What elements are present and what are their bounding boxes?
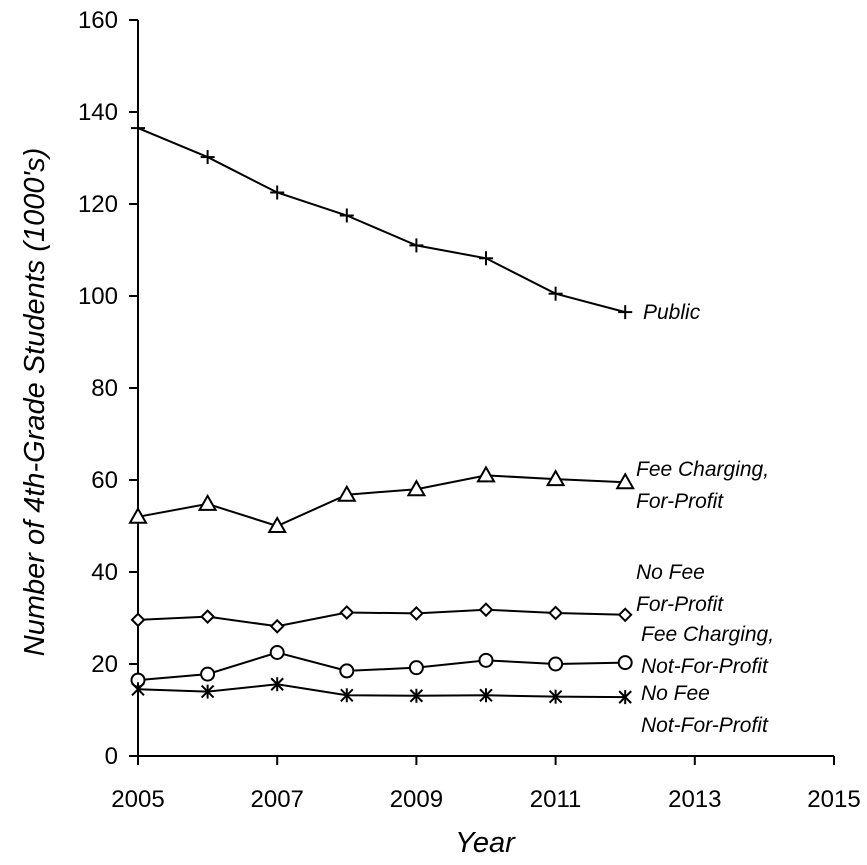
asterisk-marker xyxy=(548,689,563,704)
y-tick-label: 140 xyxy=(78,99,118,126)
plus-marker xyxy=(270,185,285,200)
circle-marker xyxy=(339,663,355,679)
series-line-3 xyxy=(137,651,626,682)
diamond-marker xyxy=(548,605,564,621)
x-tick-label: 2005 xyxy=(111,786,164,813)
series-line-0 xyxy=(137,127,626,314)
triangle-marker xyxy=(406,479,427,497)
y-tick-label: 40 xyxy=(91,559,118,586)
plus-marker xyxy=(479,251,493,266)
series-label-3: Fee Charging, Not-For-Profit xyxy=(641,623,774,678)
triangle-marker xyxy=(267,515,287,533)
asterisk-marker xyxy=(340,688,354,703)
y-tick-label: 160 xyxy=(78,7,118,34)
circle-marker xyxy=(548,656,564,672)
circle-marker xyxy=(200,666,216,682)
series-line-4 xyxy=(137,683,626,699)
diamond-marker xyxy=(269,618,285,634)
x-tick-label: 2013 xyxy=(668,786,721,813)
series-label-4: No Fee Not-For-Profit xyxy=(641,682,769,737)
triangle-marker xyxy=(476,465,496,483)
asterisk-marker xyxy=(200,684,215,699)
asterisk-marker xyxy=(409,688,424,703)
diamond-marker xyxy=(617,607,633,623)
x-tick-label: 2015 xyxy=(807,786,860,813)
series-labels: Public Fee Charging, For-Profit No Fee For-P… xyxy=(636,301,774,737)
series-label-2: No Fee For-Profit xyxy=(636,561,724,616)
diamond-marker xyxy=(408,605,424,621)
x-tick-label: 2007 xyxy=(251,786,304,813)
asterisk-marker xyxy=(618,690,632,705)
y-tick-label: 80 xyxy=(91,375,118,402)
circle-marker xyxy=(478,652,494,668)
y-tick-label: 0 xyxy=(105,743,118,770)
x-axis-title: Year xyxy=(455,827,516,859)
y-tick-label: 120 xyxy=(78,191,118,218)
x-ticks: 2005 2007 2009 2011 2013 2015 xyxy=(111,756,861,813)
x-tick-label: 2011 xyxy=(530,786,582,813)
plus-marker xyxy=(548,286,563,301)
plus-marker xyxy=(339,208,354,223)
circle-marker xyxy=(408,660,424,676)
series-line-2 xyxy=(137,608,626,628)
diamond-marker xyxy=(200,609,216,625)
y-tick-label: 60 xyxy=(91,467,118,494)
plus-marker xyxy=(618,305,633,320)
triangle-marker xyxy=(615,472,635,490)
triangle-marker xyxy=(545,469,566,487)
diamond-marker xyxy=(339,605,355,620)
y-axis-title: Number of 4th-Grade Students (1000's) xyxy=(19,148,51,656)
asterisk-marker xyxy=(479,688,493,703)
asterisk-marker xyxy=(131,682,145,697)
y-tick-label: 100 xyxy=(78,283,118,310)
series-lines xyxy=(137,127,626,699)
circle-marker xyxy=(269,645,285,660)
diamond-marker xyxy=(478,602,494,618)
y-ticks: 0 20 40 60 80 100 120 140 160 xyxy=(78,7,138,770)
series-markers xyxy=(128,121,635,705)
series-line-1 xyxy=(137,474,626,528)
asterisk-marker xyxy=(270,677,284,692)
plus-marker xyxy=(409,238,424,253)
circle-marker xyxy=(617,655,633,671)
triangle-marker xyxy=(197,493,218,511)
diamond-marker xyxy=(130,612,146,628)
series-label-1: Fee Charging, For-Profit xyxy=(636,458,769,513)
y-tick-label: 20 xyxy=(91,651,118,678)
x-tick-label: 2009 xyxy=(390,786,443,813)
triangle-marker xyxy=(337,484,357,502)
triangle-marker xyxy=(128,506,148,524)
series-label-0: Public xyxy=(643,301,701,324)
plus-marker xyxy=(131,121,145,136)
plus-marker xyxy=(200,150,215,165)
